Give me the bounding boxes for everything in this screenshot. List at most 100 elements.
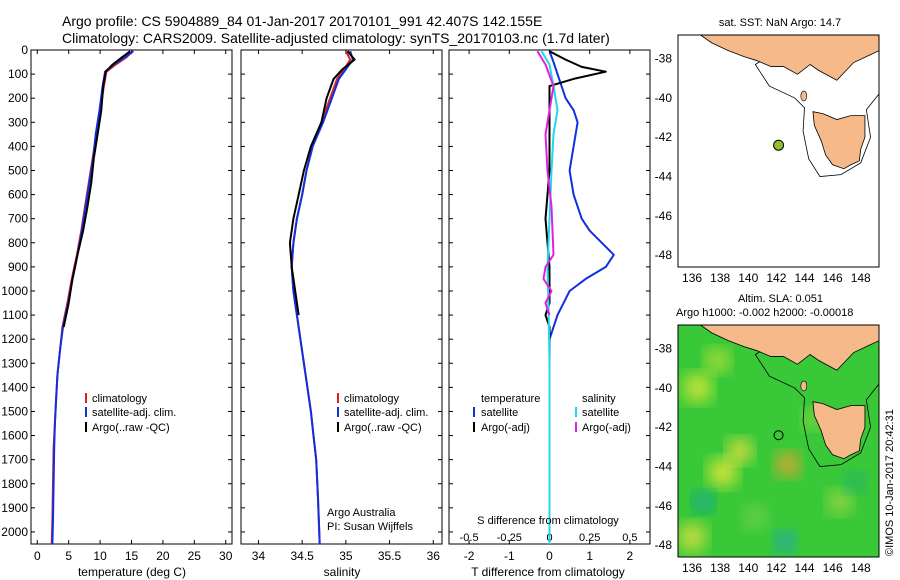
sla-anomaly-blob <box>845 472 866 493</box>
depth-tick-label: 2000 <box>1 525 28 539</box>
sal-line-argo-raw-qc- <box>288 50 356 316</box>
t-difference-label: T difference from climatology <box>471 565 625 579</box>
diff-xtick-label: 0 <box>546 549 553 563</box>
depth-tick-label: 1900 <box>1 501 28 515</box>
mainland-australia <box>699 325 879 371</box>
depth-tick-label: 1800 <box>1 477 28 491</box>
map-lon-label: 142 <box>766 271 786 285</box>
legend-climatology: climatology <box>92 393 148 405</box>
map-lon-label: 144 <box>794 561 814 575</box>
map-lon-label: 142 <box>766 561 786 575</box>
temp-xtick-label: 20 <box>156 549 170 563</box>
difference-legend: temperature satellite Argo(-adj) salinit… <box>481 393 631 434</box>
legend-climatology-s: climatology <box>344 393 400 405</box>
shelf-contour <box>754 35 879 177</box>
diff-line-salinity-satellite <box>540 50 559 544</box>
sla-map-frame <box>677 324 880 558</box>
temp-line-argo-raw-qc- <box>62 50 131 328</box>
shelf-contour <box>754 325 879 467</box>
depth-tick-label: 1000 <box>1 284 28 298</box>
sla-anomaly-blob <box>708 458 737 487</box>
map-lat-label: -44 <box>655 460 673 474</box>
temp-xtick-label: 10 <box>93 549 107 563</box>
sla-anomaly-blob <box>775 452 800 477</box>
temperature-panel <box>30 49 233 545</box>
temperature-x-label: temperature (deg C) <box>78 565 186 579</box>
map-lon-label: 148 <box>851 561 871 575</box>
map-lat-label: -42 <box>655 130 673 144</box>
sla-map <box>678 325 879 557</box>
king-island <box>800 90 808 102</box>
diff-xtick-label: -2 <box>464 549 475 563</box>
map-lat-label: -48 <box>655 538 673 552</box>
map-lat-label: -38 <box>655 342 673 356</box>
depth-tick-label: 1200 <box>1 332 28 346</box>
sla-map-title-1: Altim. SLA: 0.051 <box>738 293 823 305</box>
float-owner-line-2: PI: Susan Wijffels <box>327 521 413 533</box>
map-lon-label: 138 <box>710 271 730 285</box>
legend-satellite: satellite-adj. clim. <box>92 407 176 419</box>
diff-s-tick-label: 0.5 <box>622 532 637 544</box>
map-lon-label: 148 <box>851 271 871 285</box>
map-lat-label: -38 <box>655 52 673 66</box>
credit-text: ©IMOS 10-Jan-2017 20:42:31 <box>884 409 896 556</box>
sal-xtick-label: 34 <box>252 549 266 563</box>
depth-tick-label: 400 <box>8 139 28 153</box>
legend-argo: Argo(..raw -QC) <box>92 422 170 434</box>
legend-t-satellite: satellite <box>481 407 518 419</box>
king-island <box>800 380 808 392</box>
temp-xtick-label: 25 <box>188 549 202 563</box>
diff-s-tick-label: -0.25 <box>497 532 522 544</box>
depth-tick-label: 1400 <box>1 380 28 394</box>
temperature-legend: climatology satellite-adj. clim. Argo(..… <box>92 393 176 434</box>
depth-tick-label: 0 <box>21 43 28 57</box>
diff-line-salinity-argo-adj- <box>536 50 555 316</box>
legend-salinity: salinity <box>582 393 616 405</box>
map-lon-label: 136 <box>682 271 702 285</box>
map-lon-label: 140 <box>738 271 758 285</box>
sst-map <box>699 35 879 177</box>
map-lat-label: -46 <box>655 499 673 513</box>
legend-argo-s: Argo(..raw -QC) <box>344 422 422 434</box>
diff-s-tick-label: -0.5 <box>460 532 479 544</box>
header-line-2: Climatology: CARS2009. Satellite-adjuste… <box>62 30 610 46</box>
sal-xtick-label: 35 <box>339 549 353 563</box>
legend-s-satellite: satellite <box>582 407 619 419</box>
diff-xtick-label: -1 <box>504 549 515 563</box>
depth-tick-label: 1100 <box>2 308 28 322</box>
legend-s-argo: Argo(-adj) <box>582 422 631 434</box>
map-lon-label: 146 <box>823 271 843 285</box>
map-lat-label: -40 <box>655 91 673 105</box>
legend-satellite-s: satellite-adj. clim. <box>344 407 428 419</box>
argo-float-marker <box>773 430 784 441</box>
sla-anomaly-blob <box>678 523 707 552</box>
mainland-australia <box>699 35 879 81</box>
depth-tick-label: 700 <box>8 212 28 226</box>
argo-float-marker <box>773 139 785 151</box>
sst-map-frame <box>677 34 880 268</box>
temp-line-climatology <box>50 50 134 544</box>
depth-tick-label: 200 <box>8 91 28 105</box>
map-lon-label: 144 <box>794 271 814 285</box>
salinity-x-label: salinity <box>324 565 361 579</box>
sla-anomaly-blob <box>727 438 752 463</box>
float-owner-line-1: Argo Australia <box>327 507 396 519</box>
diff-series-group <box>536 50 615 544</box>
depth-tick-label: 1300 <box>1 356 28 370</box>
depth-tick-label: 100 <box>8 67 28 81</box>
tasmania <box>812 111 866 170</box>
temp-xtick-label: 30 <box>219 549 233 563</box>
map-lat-label: -46 <box>655 209 673 223</box>
map-lat-label: -40 <box>655 381 673 395</box>
sla-anomaly-blob <box>827 489 852 514</box>
diff-xtick-label: 2 <box>627 549 634 563</box>
depth-tick-label: 900 <box>8 260 28 274</box>
sal-xtick-label: 35.5 <box>378 549 402 563</box>
map-lat-label: -44 <box>655 170 673 184</box>
depth-tick-label: 1600 <box>1 429 28 443</box>
tasmania <box>812 401 866 460</box>
map-lat-label: -42 <box>655 420 673 434</box>
map-lat-label: -48 <box>655 248 673 262</box>
temp-line-satellite-adj-clim- <box>51 50 134 544</box>
